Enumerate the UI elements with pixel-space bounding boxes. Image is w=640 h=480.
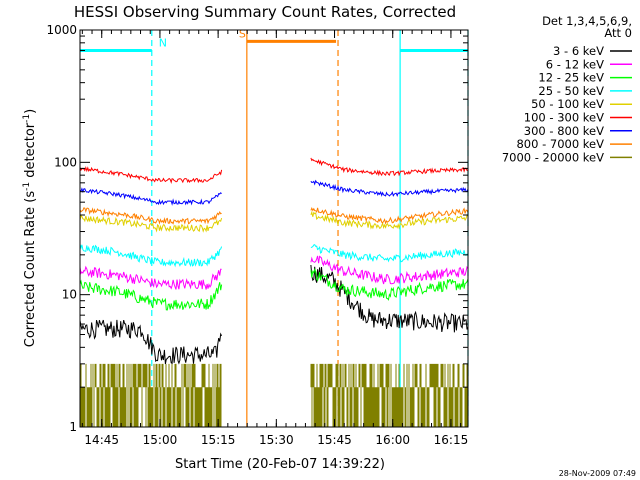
legend-label: 12 - 25 keV	[538, 71, 604, 85]
series-line	[79, 319, 223, 365]
series-line	[79, 214, 223, 233]
series-line	[310, 157, 469, 177]
plot-area: NS	[79, 27, 469, 427]
x-tick-label: 16:00	[375, 433, 410, 447]
series-line	[79, 187, 222, 206]
series-line	[79, 265, 222, 290]
series-line	[310, 206, 469, 225]
series-line	[310, 210, 469, 230]
legend-label: 25 - 50 keV	[538, 84, 604, 98]
legend-label: 800 - 7000 keV	[516, 137, 604, 151]
legend-label: 6 - 12 keV	[546, 57, 604, 71]
y-axis-label: Corrected Count Rate (s-1 detector-1)	[22, 109, 38, 347]
y-axis: 1 10 100 1000	[46, 23, 468, 434]
plot-frame	[79, 29, 469, 428]
legend-label: 300 - 800 keV	[524, 124, 604, 138]
x-tick-label: 15:00	[143, 433, 178, 447]
legend-header-attenuator: Att 0	[604, 26, 632, 40]
series-line	[79, 207, 222, 225]
series-line	[79, 363, 222, 427]
flag-label-n: N	[159, 36, 167, 49]
legend-label: 50 - 100 keV	[531, 97, 604, 111]
series-line	[310, 244, 469, 263]
x-tick-label: 15:15	[201, 433, 236, 447]
x-axis-label: Start Time (20-Feb-07 14:39:22)	[175, 457, 385, 472]
series-line	[310, 255, 469, 285]
y-tick-label: 10	[62, 288, 77, 302]
x-tick-label: 16:15	[434, 433, 469, 447]
y-tick-label: 1	[69, 420, 77, 434]
flag-label-s: S	[239, 27, 246, 40]
legend-label: 100 - 300 keV	[524, 111, 604, 125]
series-line	[310, 268, 469, 301]
legend-label: 3 - 6 keV	[553, 44, 604, 58]
x-axis: 14:45 15:00 15:15 15:30 15:45 16:00 16:15	[81, 30, 469, 447]
series-line	[310, 264, 469, 333]
x-tick-label: 15:30	[259, 433, 294, 447]
y-tick-label: 100	[54, 155, 77, 169]
x-tick-label: 15:45	[317, 433, 352, 447]
series-line	[79, 166, 223, 185]
series-line	[79, 244, 223, 268]
legend-label: 7000 - 20000 keV	[502, 150, 604, 164]
series-line	[310, 179, 469, 197]
series-line	[79, 279, 223, 311]
x-tick-label: 14:45	[84, 433, 119, 447]
legend-header-detectors: Det 1,3,4,5,6,9,	[542, 14, 632, 28]
chart-title: HESSI Observing Summary Count Rates, Cor…	[74, 3, 456, 21]
y-tick-label: 1000	[46, 23, 77, 37]
series-line	[310, 363, 469, 427]
timestamp: 28-Nov-2009 07:49	[559, 469, 636, 478]
